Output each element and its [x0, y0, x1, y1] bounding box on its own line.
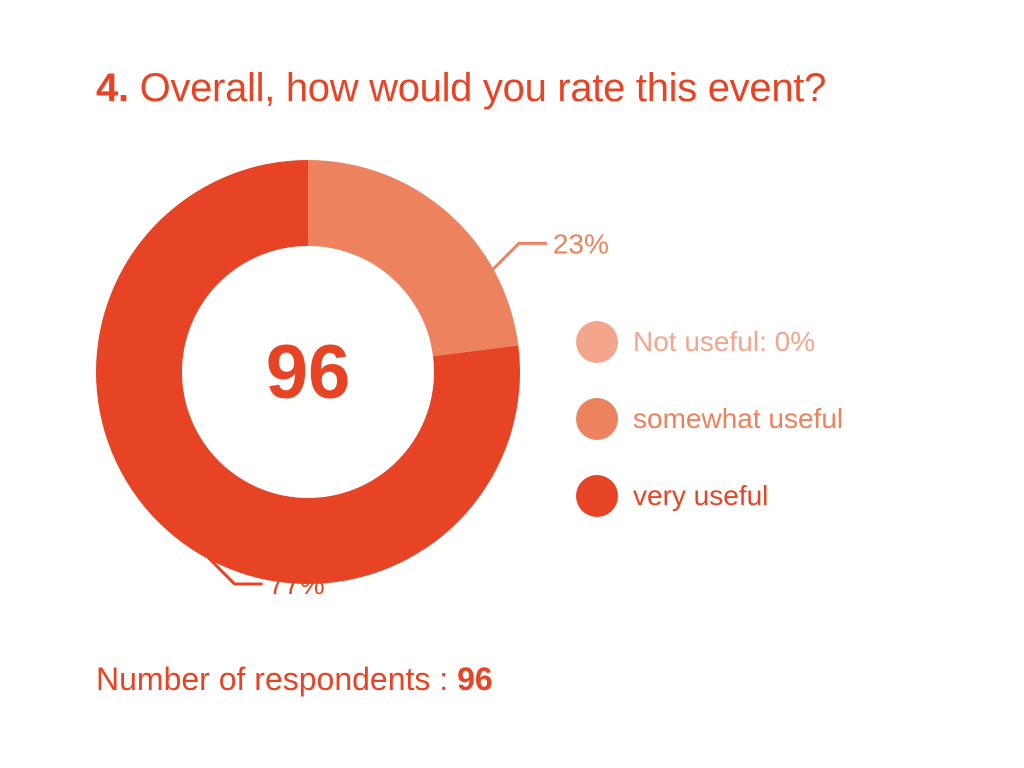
respondents-count: Number of respondents : 96 [96, 658, 493, 700]
leader-line-very-useful [193, 542, 263, 586]
chart-title: 4. Overall, how would you rate this even… [96, 62, 826, 114]
data-label-somewhat-useful: 23% [553, 228, 609, 259]
donut-slice-very-useful [95, 160, 520, 585]
legend-swatch-somewhat-useful [576, 398, 618, 440]
data-label-very-useful: 77% [269, 569, 325, 600]
legend-label-somewhat-useful: somewhat useful [633, 403, 844, 434]
legend-item-not-useful: Not useful: 0% [576, 318, 843, 366]
legend-label-very-useful: very useful [633, 480, 769, 511]
legend-item-very-useful: very useful [576, 472, 843, 520]
question-number: 4. [96, 66, 129, 110]
chart-legend: Not useful: 0% somewhat useful very usef… [576, 318, 843, 549]
legend-swatch-very-useful [576, 475, 618, 517]
question-text: Overall, how would you rate this event? [139, 66, 827, 110]
legend-item-somewhat-useful: somewhat useful [576, 395, 843, 443]
respondents-value: 96 [457, 661, 493, 697]
leader-line-somewhat-useful [487, 241, 547, 275]
legend-label-not-useful: Not useful: 0% [633, 326, 816, 357]
donut-center-value: 96 [266, 330, 351, 415]
donut-slice-somewhat-useful [308, 160, 519, 357]
respondents-label: Number of respondents : [96, 661, 449, 697]
legend-swatch-not-useful [576, 321, 618, 363]
